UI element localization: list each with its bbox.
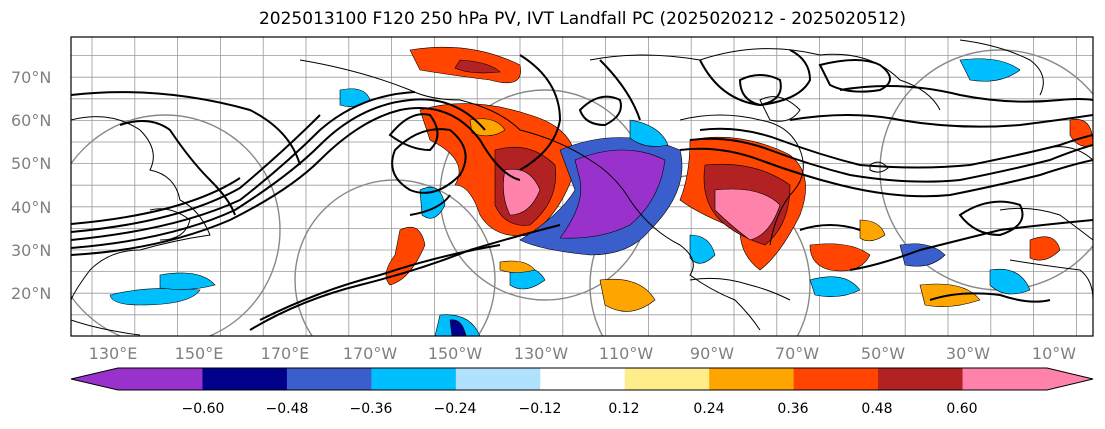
lon-label: 70°W	[775, 344, 819, 363]
colorbar-bin	[793, 368, 879, 390]
lat-label: 40°N	[11, 198, 51, 217]
pv-shading	[109, 46, 1093, 336]
lon-label: 90°W	[690, 344, 734, 363]
map-title: 2025013100 F120 250 hPa PV, IVT Landfall…	[258, 9, 906, 29]
colorbar-tick-label: 0.24	[693, 401, 724, 417]
colorbar-tick-label: −0.60	[182, 401, 225, 417]
map-frame	[70, 36, 1094, 337]
colorbar-bin	[624, 368, 710, 390]
colorbar-bin	[455, 368, 541, 390]
colorbar-bin	[878, 368, 964, 390]
colorbar-bin	[709, 368, 795, 390]
lon-label: 130°W	[514, 344, 569, 363]
lat-label: 50°N	[11, 154, 51, 173]
colorbar-bin	[540, 368, 626, 390]
lon-label: 150°E	[175, 344, 224, 363]
colorbar-bin	[286, 368, 372, 390]
colorbar-bin	[371, 368, 457, 390]
height-contours	[71, 49, 1093, 331]
lat-label: 60°N	[11, 111, 51, 130]
colorbar-outline	[70, 367, 1094, 391]
colorbar-tick-label: 0.48	[861, 401, 892, 417]
colorbar-tick-label: −0.12	[519, 401, 562, 417]
lon-label: 30°W	[946, 344, 990, 363]
coastlines	[71, 39, 1093, 336]
colorbar-bin	[202, 368, 288, 390]
latitude-labels: 70°N 60°N 50°N 40°N 30°N 20°N	[11, 68, 51, 303]
colorbar-tick-label: −0.36	[350, 401, 393, 417]
lat-label: 30°N	[11, 241, 51, 260]
colorbar	[70, 367, 1094, 391]
colorbar-extend-right	[1047, 368, 1093, 390]
colorbar-ticks: −0.60 −0.48 −0.36 −0.24 −0.12 0.12 0.24 …	[182, 401, 978, 417]
lon-label: 10°W	[1032, 344, 1076, 363]
colorbar-bin	[962, 368, 1048, 390]
colorbar-extend-left	[71, 368, 118, 390]
lat-label: 70°N	[11, 68, 51, 87]
longitude-labels: 130°E 150°E 170°E 170°W 150°W 130°W 110°…	[89, 344, 1077, 363]
lon-label: 50°W	[861, 344, 905, 363]
colorbar-tick-label: 0.36	[777, 401, 808, 417]
colorbar-tick-label: 0.60	[946, 401, 977, 417]
lon-label: 150°W	[428, 344, 483, 363]
colorbar-bin	[118, 368, 203, 390]
colorbar-tick-label: −0.48	[266, 401, 309, 417]
lon-label: 170°E	[261, 344, 310, 363]
lat-label: 20°N	[11, 284, 51, 303]
colorbar-tick-label: 0.12	[608, 401, 639, 417]
lon-label: 170°W	[343, 344, 398, 363]
lon-label: 130°E	[89, 344, 138, 363]
colorbar-tick-label: −0.24	[434, 401, 477, 417]
lon-label: 110°W	[599, 344, 654, 363]
